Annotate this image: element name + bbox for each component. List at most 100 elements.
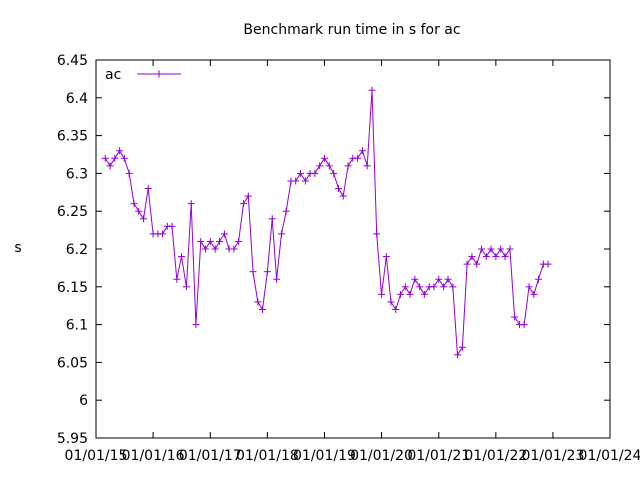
data-point bbox=[282, 207, 290, 215]
data-point bbox=[130, 200, 138, 208]
chart-title: Benchmark run time in s for ac bbox=[243, 22, 460, 38]
y-tick-label: 6.3 bbox=[66, 166, 88, 182]
data-point bbox=[482, 253, 490, 261]
data-point bbox=[263, 268, 271, 276]
x-tick-label: 01/01/19 bbox=[293, 448, 356, 464]
data-point bbox=[320, 154, 328, 162]
legend: ac bbox=[105, 67, 181, 83]
data-point bbox=[116, 147, 124, 155]
y-tick-label: 6.4 bbox=[66, 91, 88, 107]
data-point bbox=[368, 86, 376, 94]
data-point bbox=[382, 253, 390, 261]
data-point bbox=[506, 245, 514, 253]
data-point bbox=[249, 268, 257, 276]
data-point bbox=[168, 222, 176, 230]
x-tick-label: 01/01/17 bbox=[179, 448, 242, 464]
data-point bbox=[487, 245, 495, 253]
data-point bbox=[430, 283, 438, 291]
data-point bbox=[254, 298, 262, 306]
legend-label: ac bbox=[105, 67, 121, 83]
x-tick-label: 01/01/23 bbox=[521, 448, 584, 464]
data-point bbox=[520, 321, 528, 329]
data-point bbox=[239, 200, 247, 208]
data-point bbox=[268, 215, 276, 223]
data-point bbox=[401, 283, 409, 291]
x-tick-label: 01/01/22 bbox=[464, 448, 527, 464]
data-point bbox=[106, 162, 114, 170]
data-point bbox=[120, 154, 128, 162]
data-point bbox=[273, 275, 281, 283]
data-point bbox=[387, 298, 395, 306]
data-point bbox=[277, 230, 285, 238]
data-point bbox=[220, 230, 228, 238]
y-axis: 5.95 6 6.05 6.1 6.15 6.2 6.25 6.3 6.35 6.4 6.45 bbox=[57, 53, 610, 447]
y-tick-label: 6.25 bbox=[57, 204, 88, 220]
series-line-ac bbox=[104, 90, 549, 357]
data-point bbox=[178, 253, 186, 261]
data-point bbox=[339, 192, 347, 200]
data-point bbox=[206, 237, 214, 245]
y-tick-label: 6 bbox=[79, 393, 88, 409]
data-point bbox=[144, 185, 152, 193]
x-tick-label: 01/01/16 bbox=[122, 448, 185, 464]
data-point bbox=[201, 245, 209, 253]
y-axis-label: s bbox=[14, 240, 21, 256]
data-point bbox=[301, 177, 309, 185]
data-point bbox=[525, 283, 533, 291]
data-point bbox=[468, 253, 476, 261]
series-layer bbox=[101, 86, 552, 359]
data-point bbox=[411, 275, 419, 283]
data-point bbox=[473, 260, 481, 268]
data-point bbox=[330, 169, 338, 177]
data-point bbox=[420, 290, 428, 298]
data-point bbox=[125, 169, 133, 177]
data-point bbox=[173, 275, 181, 283]
data-point bbox=[392, 305, 400, 313]
data-point bbox=[158, 230, 166, 238]
x-tick-label: 01/01/20 bbox=[350, 448, 413, 464]
data-point bbox=[197, 237, 205, 245]
data-point bbox=[216, 237, 224, 245]
data-point bbox=[101, 154, 109, 162]
x-tick-label: 01/01/24 bbox=[579, 448, 640, 464]
x-axis: 01/01/1501/01/1601/01/1701/01/1801/01/19… bbox=[65, 60, 640, 464]
data-point bbox=[230, 245, 238, 253]
data-point bbox=[378, 290, 386, 298]
data-point bbox=[182, 283, 190, 291]
data-point bbox=[535, 275, 543, 283]
data-point bbox=[325, 162, 333, 170]
data-point bbox=[297, 169, 305, 177]
data-point bbox=[458, 343, 466, 351]
y-tick-label: 6.45 bbox=[57, 53, 88, 69]
data-point bbox=[211, 245, 219, 253]
y-tick-label: 6.15 bbox=[57, 280, 88, 296]
data-point bbox=[192, 321, 200, 329]
x-tick-label: 01/01/18 bbox=[236, 448, 299, 464]
data-point bbox=[292, 177, 300, 185]
data-point bbox=[406, 290, 414, 298]
y-tick-label: 6.2 bbox=[66, 242, 88, 258]
data-point bbox=[235, 237, 243, 245]
data-point bbox=[259, 305, 267, 313]
data-point bbox=[135, 207, 143, 215]
data-point bbox=[497, 245, 505, 253]
data-point bbox=[311, 169, 319, 177]
data-point bbox=[335, 185, 343, 193]
data-point bbox=[344, 162, 352, 170]
data-point bbox=[544, 260, 552, 268]
data-point bbox=[477, 245, 485, 253]
data-point bbox=[492, 253, 500, 261]
data-point bbox=[530, 290, 538, 298]
y-tick-label: 6.35 bbox=[57, 129, 88, 145]
data-point bbox=[373, 230, 381, 238]
data-point bbox=[187, 200, 195, 208]
data-point bbox=[396, 290, 404, 298]
data-point bbox=[444, 275, 452, 283]
data-point bbox=[449, 283, 457, 291]
data-point bbox=[244, 192, 252, 200]
x-tick-label: 01/01/21 bbox=[407, 448, 470, 464]
data-point bbox=[354, 154, 362, 162]
data-point bbox=[358, 147, 366, 155]
data-point bbox=[463, 260, 471, 268]
